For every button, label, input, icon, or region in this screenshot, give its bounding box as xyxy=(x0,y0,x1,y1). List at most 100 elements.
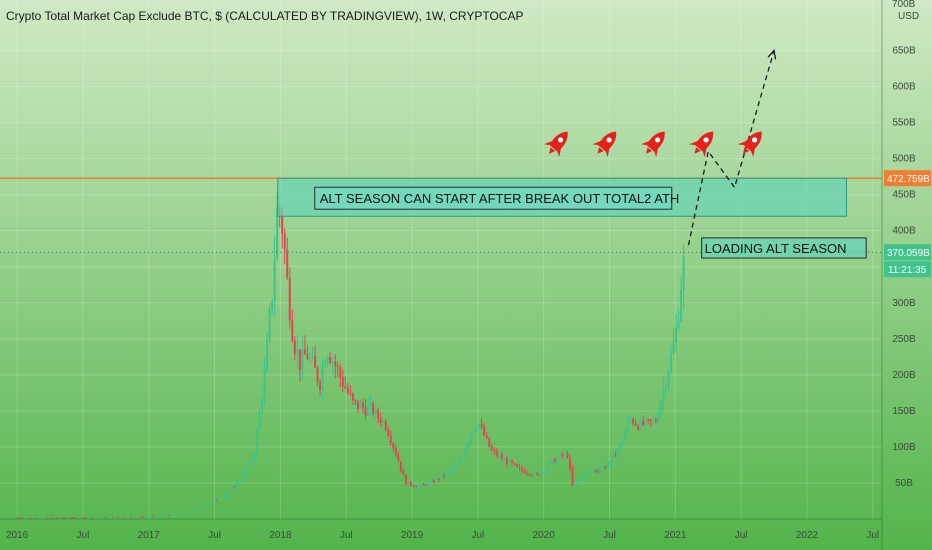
candle-body xyxy=(64,517,67,519)
candle-body xyxy=(162,515,165,517)
x-tick-label: Jul xyxy=(603,530,616,541)
candle-body xyxy=(56,517,59,519)
candle-body xyxy=(644,419,647,425)
candle-body xyxy=(261,400,264,413)
candle-body xyxy=(134,516,137,518)
rocket-icon xyxy=(592,131,617,158)
candle-body xyxy=(584,475,587,480)
candle-body xyxy=(508,460,511,464)
candle-body xyxy=(172,514,175,516)
y-tick-label: 150B xyxy=(892,406,916,417)
candle-body xyxy=(536,473,539,475)
candle-body xyxy=(662,387,665,402)
candle-body xyxy=(142,516,145,518)
time-axis[interactable]: 2016 Jul 2017 Jul 2018 Jul 2019 Jul 2020 Jul 2021 J… xyxy=(0,518,882,541)
candle-body xyxy=(195,509,198,511)
candle-body xyxy=(326,357,329,363)
candle-body xyxy=(589,471,592,474)
candle-body xyxy=(46,517,49,519)
x-tick-label: 2016 xyxy=(6,530,29,541)
rocket-window xyxy=(557,137,564,143)
candle-body xyxy=(245,467,248,472)
candle-body xyxy=(382,421,385,424)
candle-body xyxy=(675,328,678,343)
candle-body xyxy=(61,517,64,519)
candle-body xyxy=(296,349,299,354)
candle-body xyxy=(268,309,271,340)
candle-body xyxy=(404,474,407,485)
candle-body xyxy=(109,516,112,518)
candle-body xyxy=(417,486,420,488)
rocket-fin-left xyxy=(640,140,651,146)
candle-body xyxy=(117,516,120,518)
candle-body xyxy=(558,454,561,458)
candle-body xyxy=(440,475,443,481)
annotation-box-alt-season[interactable]: ALT SEASON CAN START AFTER BREAK OUT TOT… xyxy=(277,177,847,217)
candle-body xyxy=(235,482,238,487)
rocket-icon xyxy=(543,131,568,158)
candle-body xyxy=(223,495,226,499)
candle-body xyxy=(361,402,364,408)
candle-body xyxy=(308,357,311,360)
candle-body xyxy=(425,484,428,486)
candle-body xyxy=(41,517,44,519)
candle-body xyxy=(488,437,491,447)
candle-body xyxy=(667,372,670,388)
candle-body xyxy=(84,517,87,519)
candle-body xyxy=(182,512,185,514)
candle-body xyxy=(409,482,412,486)
candle-body xyxy=(591,470,594,472)
candle-body xyxy=(526,473,529,475)
candle-body xyxy=(132,516,135,518)
candle-body xyxy=(387,429,390,436)
candle-body xyxy=(627,419,630,431)
candle-body xyxy=(622,440,625,442)
projection-arrowhead xyxy=(767,49,777,60)
rocket-flame xyxy=(743,147,750,154)
candle-body xyxy=(402,470,405,475)
candle-body xyxy=(566,453,569,458)
candle-body xyxy=(521,467,524,471)
candle-body xyxy=(513,463,516,465)
candle-body xyxy=(377,409,380,418)
candle-body xyxy=(594,470,597,472)
candle-body xyxy=(291,320,294,342)
candle-body xyxy=(483,426,486,436)
rocket-window xyxy=(654,137,661,143)
current-price-tag-bg xyxy=(884,244,931,261)
candle-body xyxy=(369,403,372,407)
candle-body xyxy=(468,440,471,447)
candle-body xyxy=(319,381,322,390)
candle-body xyxy=(571,468,574,486)
rocket-icon xyxy=(737,131,762,158)
rocket-fin-left xyxy=(737,140,748,146)
candle-body xyxy=(69,517,72,519)
candle-body xyxy=(255,430,258,454)
candle-body xyxy=(465,446,468,453)
candle-body xyxy=(74,517,77,519)
candle-body xyxy=(250,459,253,461)
candle-body xyxy=(490,446,493,451)
candle-body xyxy=(546,467,549,472)
x-tick-label: Jul xyxy=(471,530,484,541)
annotation-box-loading[interactable]: LOADING ALT SEASON xyxy=(701,237,867,259)
candle-body xyxy=(76,517,79,519)
candle-body xyxy=(475,427,478,431)
x-tick-label: 2022 xyxy=(796,530,819,541)
candle-body xyxy=(314,356,317,368)
candle-body xyxy=(238,481,241,483)
candle-body xyxy=(21,517,24,519)
candle-body xyxy=(637,425,640,430)
candle-body xyxy=(26,517,29,519)
candle-body xyxy=(427,481,430,486)
candle-body xyxy=(430,480,433,482)
candle-body xyxy=(139,516,142,518)
candle-body xyxy=(561,454,564,456)
candle-body xyxy=(531,475,534,477)
candle-body xyxy=(16,517,19,519)
candle-body xyxy=(614,455,617,457)
candle-body xyxy=(154,515,157,517)
rocket-flame xyxy=(549,147,556,154)
